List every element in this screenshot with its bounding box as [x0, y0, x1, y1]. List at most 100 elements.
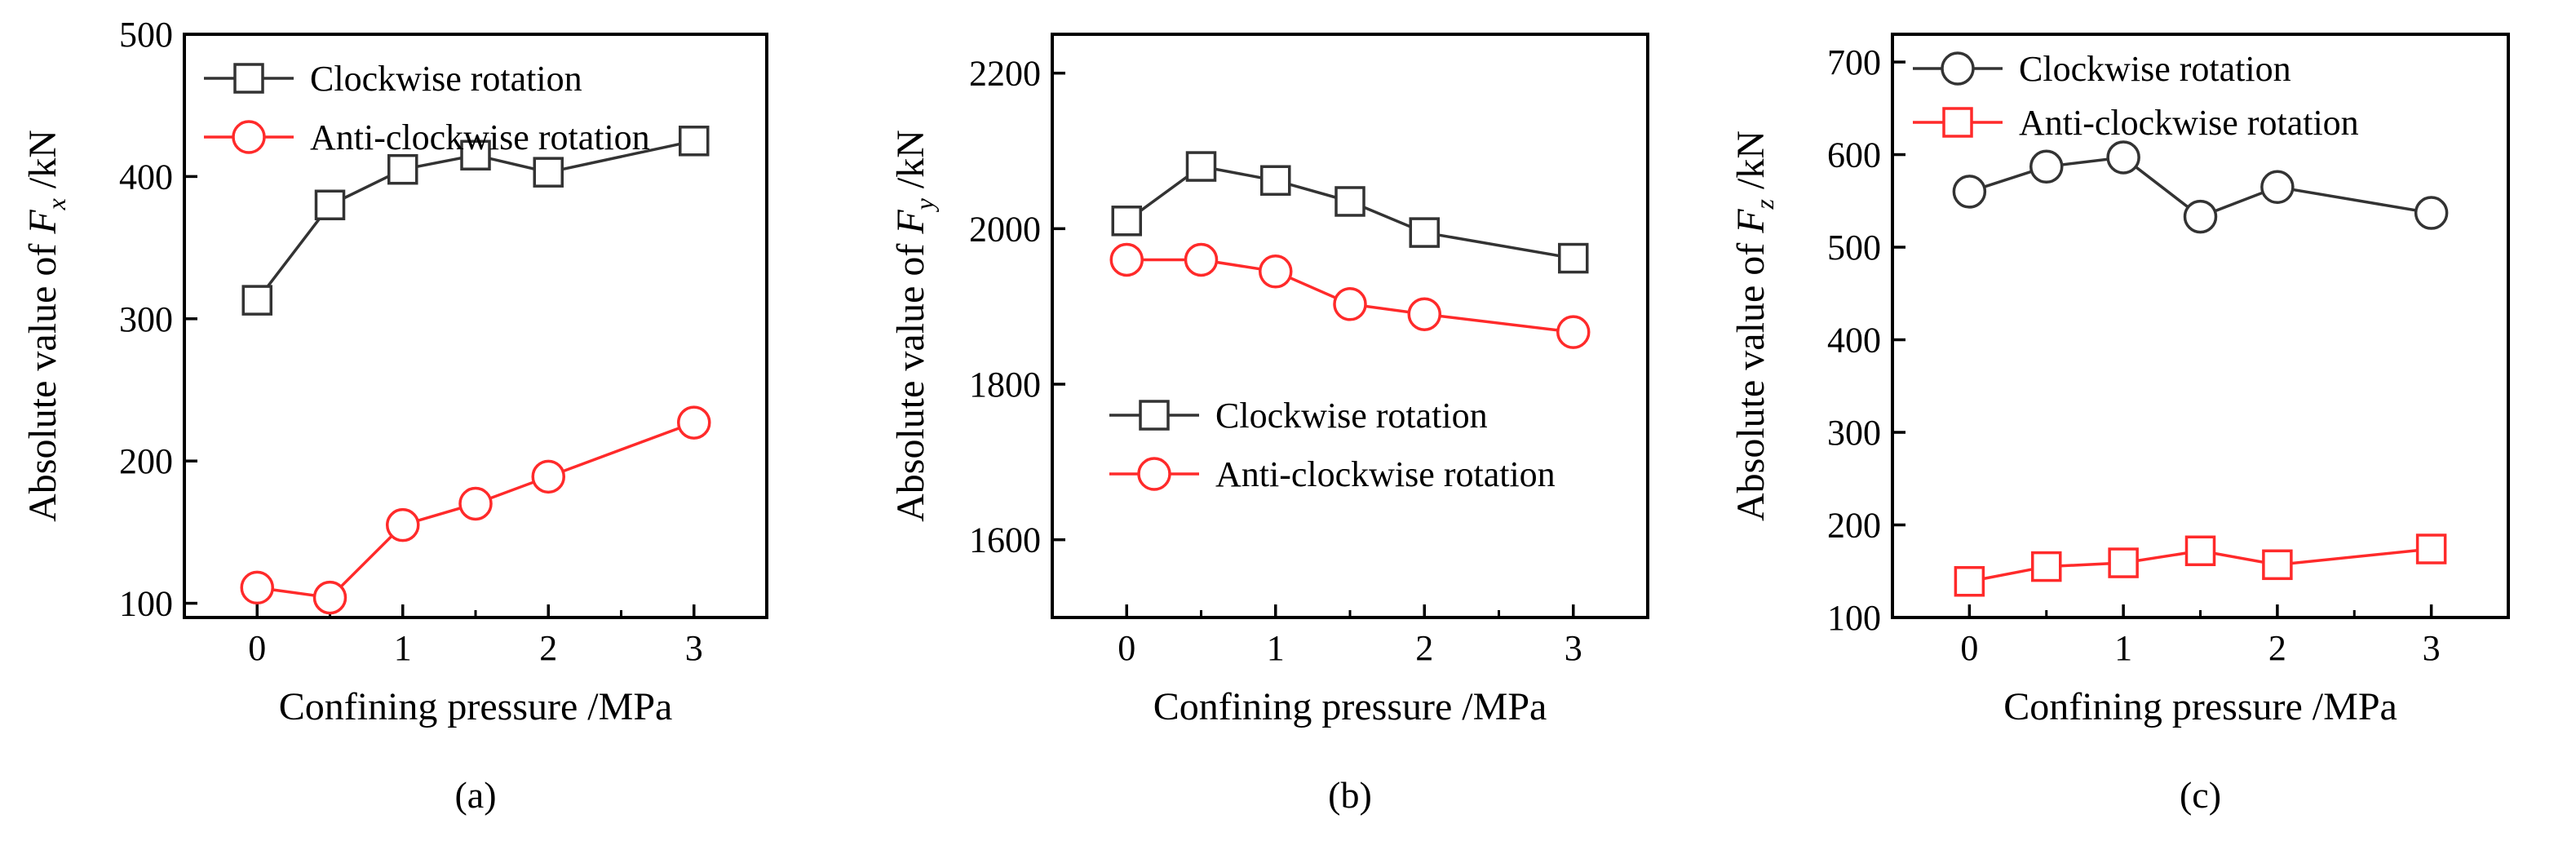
data-point — [458, 486, 493, 521]
data-point — [1185, 151, 1217, 182]
data-point — [1109, 242, 1144, 277]
y-tick-label: 500 — [119, 15, 173, 55]
x-tick-label: 0 — [1960, 628, 1978, 668]
y-axis-label-suffix: /kN — [1729, 131, 1773, 199]
data-point — [1409, 217, 1440, 248]
data-point — [2415, 533, 2447, 564]
data-point — [2414, 196, 2449, 230]
x-tick-label: 2 — [539, 628, 557, 668]
data-point — [460, 139, 491, 170]
legend-marker — [1941, 51, 1975, 86]
chart-panel-c: 100 200 300 400 500 600 700 0 1 2 3 Confining press… — [1729, 33, 2510, 816]
data-point — [1558, 242, 1589, 274]
data-point — [1333, 287, 1367, 321]
legend-label: Anti-clockwise rotation — [1215, 454, 1556, 494]
x-tick-label: 1 — [394, 628, 412, 668]
y-tick-label: 300 — [1827, 413, 1881, 453]
series-line-1 — [255, 139, 695, 302]
data-point — [1334, 186, 1365, 217]
x-tick-label: 3 — [1565, 628, 1582, 668]
y-axis-label-subscript: x — [42, 198, 71, 210]
chart-panel-b: 1600 1800 2000 2200 0 1 2 3 Confining pressure /… — [889, 33, 1649, 816]
panel-label: (b) — [1328, 774, 1372, 816]
y-tick-label: 200 — [1827, 506, 1881, 546]
chart-panel-a: 100 200 300 400 500 0 1 2 3 Confining pressure /M… — [21, 15, 768, 816]
legend-label: Anti-clockwise rotation — [310, 117, 650, 157]
y-tick-label: 200 — [119, 441, 173, 481]
y-axis-label: Absolute value of Fz /kN — [1729, 131, 1779, 521]
data-point — [2031, 551, 2062, 582]
legend-marker — [1942, 107, 1973, 138]
y-axis-label-subscript: z — [1750, 198, 1779, 210]
data-point — [2184, 535, 2216, 567]
y-axis-label-suffix: /kN — [21, 130, 64, 198]
legend-label: Clockwise rotation — [1215, 396, 1488, 436]
x-tick-label: 3 — [685, 628, 703, 668]
y-tick-label: 300 — [119, 299, 173, 339]
data-point — [1556, 315, 1591, 349]
panel-label: (c) — [2180, 774, 2221, 816]
x-tick-label: 0 — [248, 628, 266, 668]
data-point — [1184, 242, 1219, 277]
data-point — [2029, 149, 2064, 184]
legend-label: Anti-clockwise rotation — [2019, 103, 2359, 143]
data-point — [2108, 547, 2139, 578]
data-point — [531, 459, 565, 494]
data-point — [1259, 255, 1293, 289]
legend-label: Clockwise rotation — [2019, 49, 2291, 89]
x-tick-label: 2 — [1415, 628, 1433, 668]
y-axis-label-symbol: F — [1729, 209, 1773, 234]
data-point — [240, 570, 274, 605]
panel-label: (a) — [454, 774, 496, 816]
y-axis-label-prefix: Absolute value of — [1729, 233, 1773, 521]
data-point — [2260, 170, 2295, 205]
data-point — [1952, 175, 1987, 209]
y-axis-label: Absolute value of Fy /kN — [889, 130, 939, 522]
y-tick-label: 500 — [1827, 228, 1881, 268]
y-tick-label: 2200 — [969, 54, 1041, 94]
data-point — [387, 153, 418, 185]
y-axis-label-symbol: F — [21, 210, 64, 235]
legend-label: Clockwise rotation — [310, 59, 582, 99]
x-axis-label: Confining pressure /MPa — [2003, 685, 2397, 728]
data-point — [1111, 206, 1142, 237]
data-point — [1260, 165, 1291, 196]
data-point — [679, 126, 710, 157]
x-tick-label: 1 — [2114, 628, 2132, 668]
y-tick-label: 2000 — [969, 209, 1041, 249]
data-point — [2106, 140, 2140, 175]
data-point — [1954, 565, 1985, 597]
x-tick-label: 3 — [2423, 628, 2441, 668]
y-tick-label: 400 — [1827, 321, 1881, 361]
data-point — [312, 580, 347, 615]
data-point — [314, 189, 346, 221]
y-tick-label: 600 — [1827, 135, 1881, 175]
data-point — [533, 157, 564, 188]
data-point — [241, 285, 272, 316]
y-axis-label-suffix: /kN — [889, 130, 932, 198]
y-tick-label: 1800 — [969, 365, 1041, 405]
x-tick-label: 1 — [1267, 628, 1285, 668]
y-axis-label: Absolute value of Fx /kN — [21, 130, 71, 522]
y-tick-label: 100 — [119, 584, 173, 624]
legend-marker — [1139, 400, 1170, 431]
data-point — [677, 405, 711, 440]
y-tick-label: 700 — [1827, 42, 1881, 82]
x-tick-label: 2 — [2268, 628, 2286, 668]
y-axis-label-subscript: y — [910, 197, 939, 212]
data-point — [1407, 297, 1441, 331]
legend-marker — [1137, 457, 1171, 491]
legend-marker — [232, 120, 266, 154]
y-axis-label-symbol: F — [889, 210, 932, 235]
legend-marker — [233, 63, 264, 94]
y-axis-label-prefix: Absolute value of — [889, 234, 932, 522]
data-point — [2183, 199, 2218, 234]
y-tick-label: 100 — [1827, 598, 1881, 638]
y-axis-label-prefix: Absolute value of — [21, 234, 64, 522]
y-tick-label: 1600 — [969, 520, 1041, 560]
x-axis-label: Confining pressure /MPa — [279, 685, 673, 728]
x-tick-label: 0 — [1118, 628, 1135, 668]
data-point — [2262, 549, 2293, 581]
y-tick-label: 400 — [119, 157, 173, 197]
